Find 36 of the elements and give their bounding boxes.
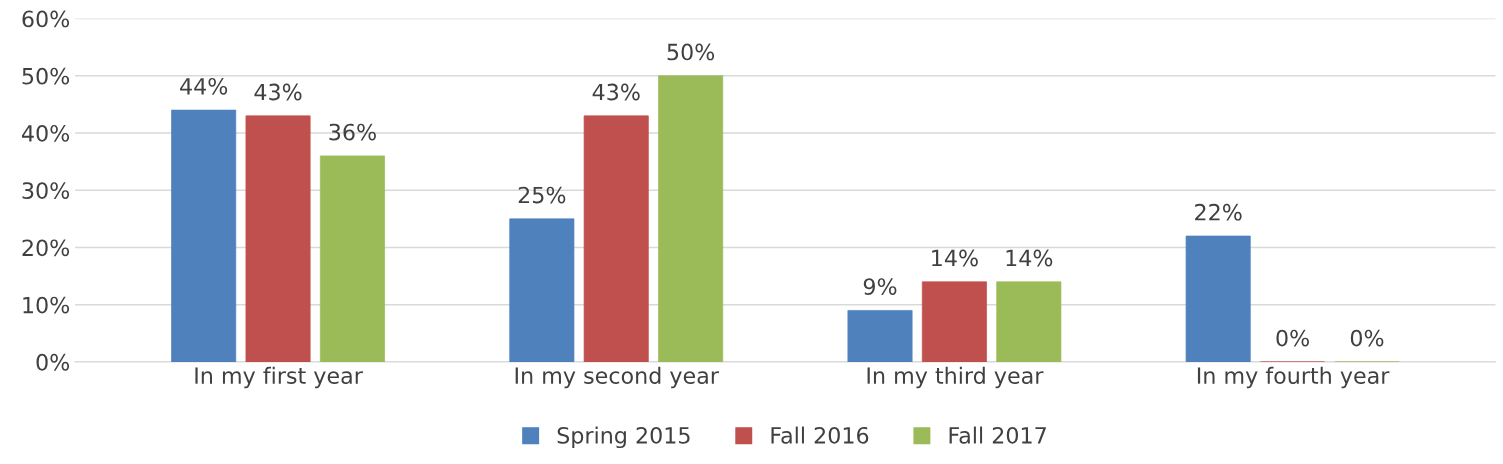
data-label: 0% xyxy=(1350,329,1384,347)
bar xyxy=(171,109,237,362)
data-label: 25% xyxy=(518,186,566,204)
data-label: 22% xyxy=(1195,203,1242,221)
y-tick-label: 40% xyxy=(21,124,70,142)
y-tick-label: 0% xyxy=(36,353,70,371)
data-label: 14% xyxy=(1006,249,1053,267)
bar xyxy=(583,115,649,362)
data-label: 44% xyxy=(180,77,228,95)
legend-label: Fall 2017 xyxy=(949,426,1046,444)
bar xyxy=(319,155,385,362)
y-tick-label: 50% xyxy=(22,67,70,85)
x-tick-label: In my second year xyxy=(515,366,719,389)
bar xyxy=(921,281,987,362)
data-label: 50% xyxy=(667,43,715,61)
data-label: 0% xyxy=(1276,329,1309,347)
x-tick-label: In my third year xyxy=(867,366,1044,389)
y-tick-label: 30% xyxy=(22,182,70,199)
data-label: 43% xyxy=(254,83,302,101)
legend-label: Spring 2015 xyxy=(557,426,690,449)
legend-label: Fall 2016 xyxy=(771,426,869,444)
y-tick-label: 60% xyxy=(22,10,70,28)
bar xyxy=(245,115,311,362)
data-label: 14% xyxy=(932,249,978,267)
y-tick-label: 10% xyxy=(23,296,70,314)
x-tick-label: In my fourth year xyxy=(1197,366,1390,389)
data-label: 36% xyxy=(329,123,376,141)
bar xyxy=(996,281,1062,362)
x-tick-label: In my first year xyxy=(195,366,363,389)
data-label: 9% xyxy=(863,278,897,295)
bar xyxy=(847,310,913,362)
data-label: 43% xyxy=(592,83,640,101)
y-tick-label: 20% xyxy=(22,239,70,257)
bar xyxy=(509,218,575,362)
bar xyxy=(1185,235,1251,362)
bar xyxy=(658,75,724,362)
